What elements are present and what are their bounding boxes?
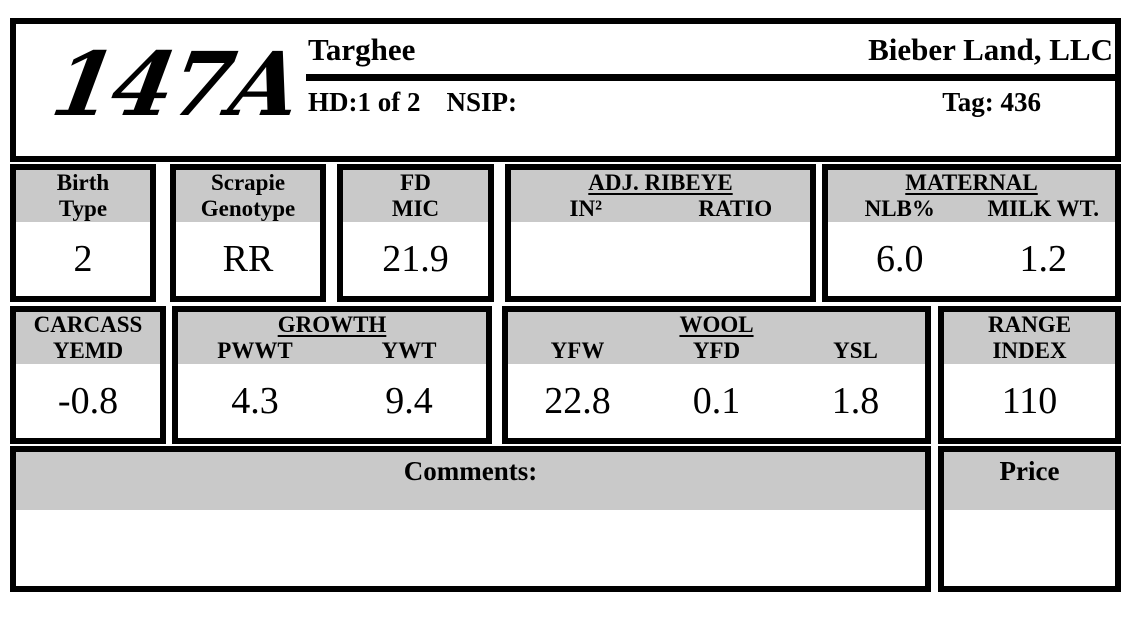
- carcass-yemd-box: CARCASS YEMD -0.8: [10, 306, 166, 444]
- fd-mic-value: 21.9: [382, 238, 449, 280]
- birth-type-value: 2: [73, 238, 93, 280]
- growth-box: GROWTH PWWT YWT 4.3 9.4: [172, 306, 492, 444]
- wool-ysl-value: 1.8: [831, 380, 880, 422]
- maternal-box: MATERNAL NLB% MILK WT. 6.0 1.2: [822, 164, 1121, 302]
- animal-id: 147A: [44, 32, 308, 136]
- maternal-header: MATERNAL NLB% MILK WT.: [828, 170, 1115, 222]
- wool-col-ysl: YSL: [833, 338, 878, 363]
- comments-label: Comments:: [403, 456, 538, 486]
- price-box: Price: [938, 446, 1121, 592]
- range-index-label-2: INDEX: [992, 338, 1067, 363]
- header-line2: HD:1 of 2 NSIP: Tag: 436: [306, 81, 1115, 119]
- range-index-header: RANGE INDEX: [944, 312, 1115, 364]
- growth-ywt-value: 9.4: [385, 380, 433, 422]
- carcass-label-2: YEMD: [52, 338, 124, 363]
- price-header: Price: [944, 452, 1115, 510]
- breed-name: Targhee: [308, 32, 416, 67]
- comments-header: Comments:: [16, 452, 925, 510]
- range-index-value: 110: [1001, 380, 1058, 422]
- nsip-label: NSIP:: [446, 87, 517, 117]
- growth-col-pwwt: PWWT: [217, 338, 293, 363]
- growth-col-ywt: YWT: [381, 338, 437, 363]
- scrapie-label-2: Genotype: [200, 196, 296, 221]
- wool-yfd-value: 0.1: [692, 380, 741, 422]
- card-header: 147A Targhee Bieber Land, LLC HD:1 of 2 …: [10, 18, 1121, 162]
- birth-type-label-1: Birth: [56, 170, 110, 195]
- fd-mic-label-2: MIC: [391, 196, 440, 221]
- header-line1: Targhee Bieber Land, LLC: [306, 24, 1115, 74]
- adj-ribeye-title: ADJ. RIBEYE: [588, 170, 733, 195]
- scrapie-value: RR: [222, 238, 274, 280]
- range-index-label-1: RANGE: [987, 312, 1072, 337]
- header-divider-rule: [306, 74, 1115, 81]
- wool-box: WOOL YFW YFD YSL 22.8 0.1 1.8: [502, 306, 931, 444]
- wool-col-yfw: YFW: [550, 338, 605, 363]
- carcass-value: -0.8: [57, 380, 119, 422]
- wool-title: WOOL: [679, 312, 754, 337]
- comments-box: Comments:: [10, 446, 931, 592]
- birth-type-header: Birth Type: [16, 170, 150, 222]
- fd-mic-header: FD MIC: [343, 170, 488, 222]
- scrapie-genotype-box: Scrapie Genotype RR: [170, 164, 326, 302]
- fd-mic-label-1: FD: [400, 170, 431, 195]
- carcass-header: CARCASS YEMD: [16, 312, 160, 364]
- scrapie-label-1: Scrapie: [210, 170, 286, 195]
- adj-ribeye-col-ratio: RATIO: [698, 196, 773, 221]
- maternal-col-milkwt: MILK WT.: [987, 196, 1100, 221]
- comments-body: [16, 510, 925, 586]
- adj-ribeye-col-in2: IN²: [569, 196, 602, 221]
- maternal-milkwt-value: 1.2: [1019, 238, 1068, 280]
- growth-header: GROWTH PWWT YWT: [178, 312, 486, 364]
- carcass-label-1: CARCASS: [33, 312, 143, 337]
- tag-number: Tag: 436: [942, 87, 1041, 117]
- growth-title: GROWTH: [277, 312, 387, 337]
- adj-ribeye-header: ADJ. RIBEYE IN² RATIO: [511, 170, 810, 222]
- price-body: [944, 510, 1115, 586]
- head-count: HD:1 of 2: [308, 87, 421, 117]
- wool-yfw-value: 22.8: [544, 380, 611, 422]
- maternal-col-nlb: NLB%: [864, 196, 935, 221]
- growth-pwwt-value: 4.3: [231, 380, 279, 422]
- scrapie-header: Scrapie Genotype: [176, 170, 320, 222]
- adj-ribeye-box: ADJ. RIBEYE IN² RATIO: [505, 164, 816, 302]
- fd-mic-box: FD MIC 21.9: [337, 164, 494, 302]
- birth-type-label-2: Type: [58, 196, 108, 221]
- maternal-title: MATERNAL: [905, 170, 1038, 195]
- range-index-box: RANGE INDEX 110: [938, 306, 1121, 444]
- wool-col-yfd: YFD: [692, 338, 741, 363]
- maternal-nlb-value: 6.0: [876, 238, 924, 280]
- wool-header: WOOL YFW YFD YSL: [508, 312, 925, 364]
- header-right: Targhee Bieber Land, LLC HD:1 of 2 NSIP:…: [306, 24, 1115, 156]
- birth-type-box: Birth Type 2: [10, 164, 156, 302]
- price-label: Price: [999, 456, 1060, 486]
- ranch-name: Bieber Land, LLC: [868, 32, 1113, 67]
